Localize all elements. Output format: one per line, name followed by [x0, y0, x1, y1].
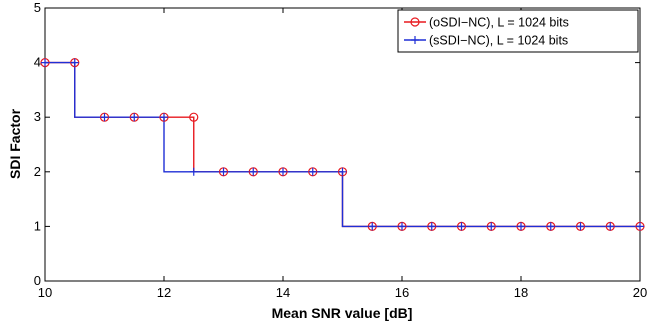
y-tick-label: 0 — [34, 273, 41, 288]
data-point — [249, 167, 258, 176]
y-tick-label: 5 — [34, 0, 41, 15]
data-point — [398, 222, 406, 231]
plot-area — [44, 7, 641, 282]
x-tick-label: 12 — [157, 285, 171, 300]
legend-items: (oSDI−NC), L = 1024 bits (sSDI−NC), L = 1… — [404, 16, 569, 48]
data-point — [160, 113, 168, 122]
data-point — [100, 113, 109, 122]
data-point — [189, 112, 199, 122]
data-point — [427, 222, 436, 231]
y-tick-label: 3 — [34, 109, 41, 124]
data-point — [41, 58, 49, 67]
legend-marker — [411, 36, 419, 44]
data-point — [189, 167, 198, 176]
series-line-1 — [45, 61, 640, 228]
data-point — [487, 222, 496, 231]
data-point — [338, 167, 347, 176]
x-tick-label: 18 — [514, 285, 528, 300]
series-lines — [45, 61, 640, 228]
legend-label: (oSDI−NC), L = 1024 bits — [429, 16, 569, 30]
data-point — [368, 222, 377, 231]
data-point — [279, 167, 287, 176]
x-tick-label: 10 — [38, 285, 52, 300]
data-point — [636, 222, 644, 231]
y-tick-label: 2 — [34, 164, 41, 179]
series-markers — [40, 57, 645, 231]
data-point — [457, 222, 466, 231]
data-point — [546, 222, 555, 231]
x-tick-label: 14 — [276, 285, 290, 300]
data-point — [70, 58, 79, 67]
legend-marker — [410, 17, 420, 27]
data-point — [219, 167, 228, 176]
y-tick-label: 1 — [34, 218, 41, 233]
y-axis-label: SDI Factor — [7, 108, 23, 179]
data-point — [517, 222, 525, 231]
legend-box — [397, 9, 639, 53]
data-point — [606, 222, 615, 231]
legend: (oSDI−NC), L = 1024 bits (sSDI−NC), L = 1… — [397, 9, 639, 53]
x-tick-label: 20 — [633, 285, 647, 300]
legend-label: (sSDI−NC), L = 1024 bits — [429, 34, 568, 48]
data-point — [130, 113, 139, 122]
x-axis-label: Mean SNR value [dB] — [272, 305, 413, 321]
x-tick-label: 16 — [395, 285, 409, 300]
y-tick-label: 4 — [34, 55, 41, 70]
data-point — [308, 167, 317, 176]
data-point — [576, 222, 585, 231]
